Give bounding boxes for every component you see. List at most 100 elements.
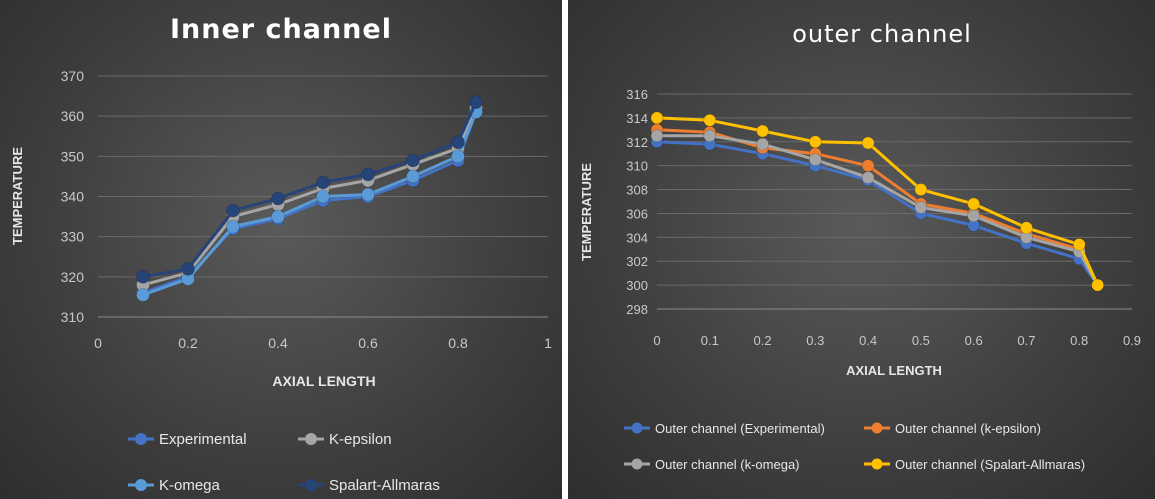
data-point [756, 124, 769, 138]
y-tick-label: 306 [626, 206, 648, 221]
legend-item: Outer channel (k-epsilon) [864, 421, 1041, 436]
y-tick-label: 340 [61, 189, 85, 205]
data-point [406, 169, 420, 184]
y-axis-label: TEMPERATURE [579, 163, 594, 261]
data-point [914, 183, 928, 196]
y-tick-label: 370 [61, 68, 85, 84]
legend-swatch-marker [631, 458, 643, 470]
x-tick-label: 0.9 [1123, 333, 1141, 348]
data-point [861, 159, 875, 172]
series-line [656, 140, 1099, 286]
legend-swatch-marker [135, 433, 147, 445]
x-tick-label: 0.4 [268, 335, 288, 351]
data-point [361, 167, 375, 182]
data-point [316, 189, 330, 204]
x-tick-label: 0.8 [1070, 333, 1088, 348]
y-tick-label: 314 [626, 111, 648, 126]
series-line [142, 101, 478, 279]
data-point [226, 203, 240, 218]
data-point [756, 137, 769, 151]
data-point [451, 135, 465, 150]
series-4 [650, 111, 1104, 292]
x-tick-label: 0 [653, 333, 660, 348]
legend-label: Spalart-Allmaras [329, 477, 440, 494]
data-point [469, 95, 483, 109]
data-point [1072, 238, 1086, 251]
legend-swatch-marker [135, 479, 147, 491]
y-tick-label: 304 [626, 230, 648, 245]
x-tick-label: 0.2 [178, 335, 198, 351]
data-point [136, 288, 150, 302]
data-point [451, 149, 465, 164]
legend-label: Experimental [159, 431, 247, 448]
legend-item: K-epsilon [298, 431, 392, 448]
legend-swatch-marker [871, 458, 883, 470]
data-point [136, 270, 150, 284]
series-2 [650, 123, 1104, 292]
data-point [316, 175, 330, 190]
x-tick-label: 0.3 [806, 333, 824, 348]
data-point [967, 197, 980, 211]
x-tick-label: 0.6 [965, 333, 983, 348]
x-tick-label: 0.2 [754, 333, 772, 348]
x-tick-label: 0.1 [701, 333, 719, 348]
data-point [361, 187, 375, 202]
x-axis-label: AXIAL LENGTH [846, 363, 942, 378]
y-tick-label: 312 [626, 135, 648, 150]
y-tick-label: 308 [626, 183, 648, 198]
data-point [809, 153, 822, 166]
data-point [914, 201, 928, 214]
legend-label: K-omega [159, 477, 221, 494]
x-tick-label: 0 [94, 335, 102, 351]
data-point [271, 209, 285, 224]
data-point [703, 129, 717, 143]
legend-label: Outer channel (Experimental) [655, 421, 825, 436]
series-4 [136, 95, 483, 284]
data-point [809, 135, 822, 149]
y-tick-label: 320 [61, 269, 85, 285]
x-tick-label: 0.8 [448, 335, 468, 351]
data-point [967, 209, 980, 223]
legend-swatch-marker [305, 433, 317, 445]
outer-channel-chart: outer channel 298 300 302 304 306 308 310 312 31… [579, 20, 1141, 472]
data-point [226, 219, 240, 234]
y-tick-label: 310 [626, 159, 648, 174]
y-tick-label: 310 [61, 309, 85, 325]
x-tick-label: 0.7 [1017, 333, 1035, 348]
legend-item: Outer channel (Spalart-Allmaras) [864, 457, 1085, 472]
data-point [271, 191, 285, 206]
data-point [703, 113, 717, 127]
legend-label: Outer channel (k-omega) [655, 457, 800, 472]
y-tick-label: 298 [626, 302, 648, 317]
legend-item: K-omega [128, 477, 221, 494]
x-tick-label: 0.6 [358, 335, 378, 351]
y-tick-label: 360 [61, 108, 85, 124]
y-axis-label: TEMPERATURE [10, 147, 25, 245]
series-3 [650, 129, 1104, 292]
x-tick-label: 0.5 [912, 333, 930, 348]
series-line [657, 134, 1100, 286]
x-axis-label: AXIAL LENGTH [272, 373, 375, 389]
chart-title: Inner channel [170, 14, 392, 45]
data-point [1091, 278, 1104, 292]
legend-item: Experimental [128, 431, 247, 448]
data-point [181, 261, 195, 276]
legend-label: K-epsilon [329, 431, 392, 448]
legend-swatch-marker [631, 422, 643, 434]
data-point [861, 136, 875, 150]
legend-swatch-marker [305, 479, 317, 491]
legend-swatch-marker [871, 422, 883, 434]
data-point [1020, 221, 1033, 235]
series-3 [136, 105, 483, 302]
y-tick-label: 350 [61, 148, 85, 164]
inner-channel-chart-panel: Inner channel 310 320 330 340 350 360 370 0 0.2… [0, 0, 562, 499]
data-point [406, 153, 420, 168]
series-line [656, 116, 1100, 286]
data-point [861, 171, 875, 184]
legend-item: Outer channel (k-omega) [624, 457, 800, 472]
y-tick-label: 316 [626, 87, 648, 102]
chart-title: outer channel [792, 20, 972, 48]
outer-channel-chart-panel: outer channel 298 300 302 304 306 308 310 312 31… [568, 0, 1155, 499]
legend-label: Outer channel (Spalart-Allmaras) [895, 457, 1085, 472]
y-tick-label: 300 [626, 278, 648, 293]
